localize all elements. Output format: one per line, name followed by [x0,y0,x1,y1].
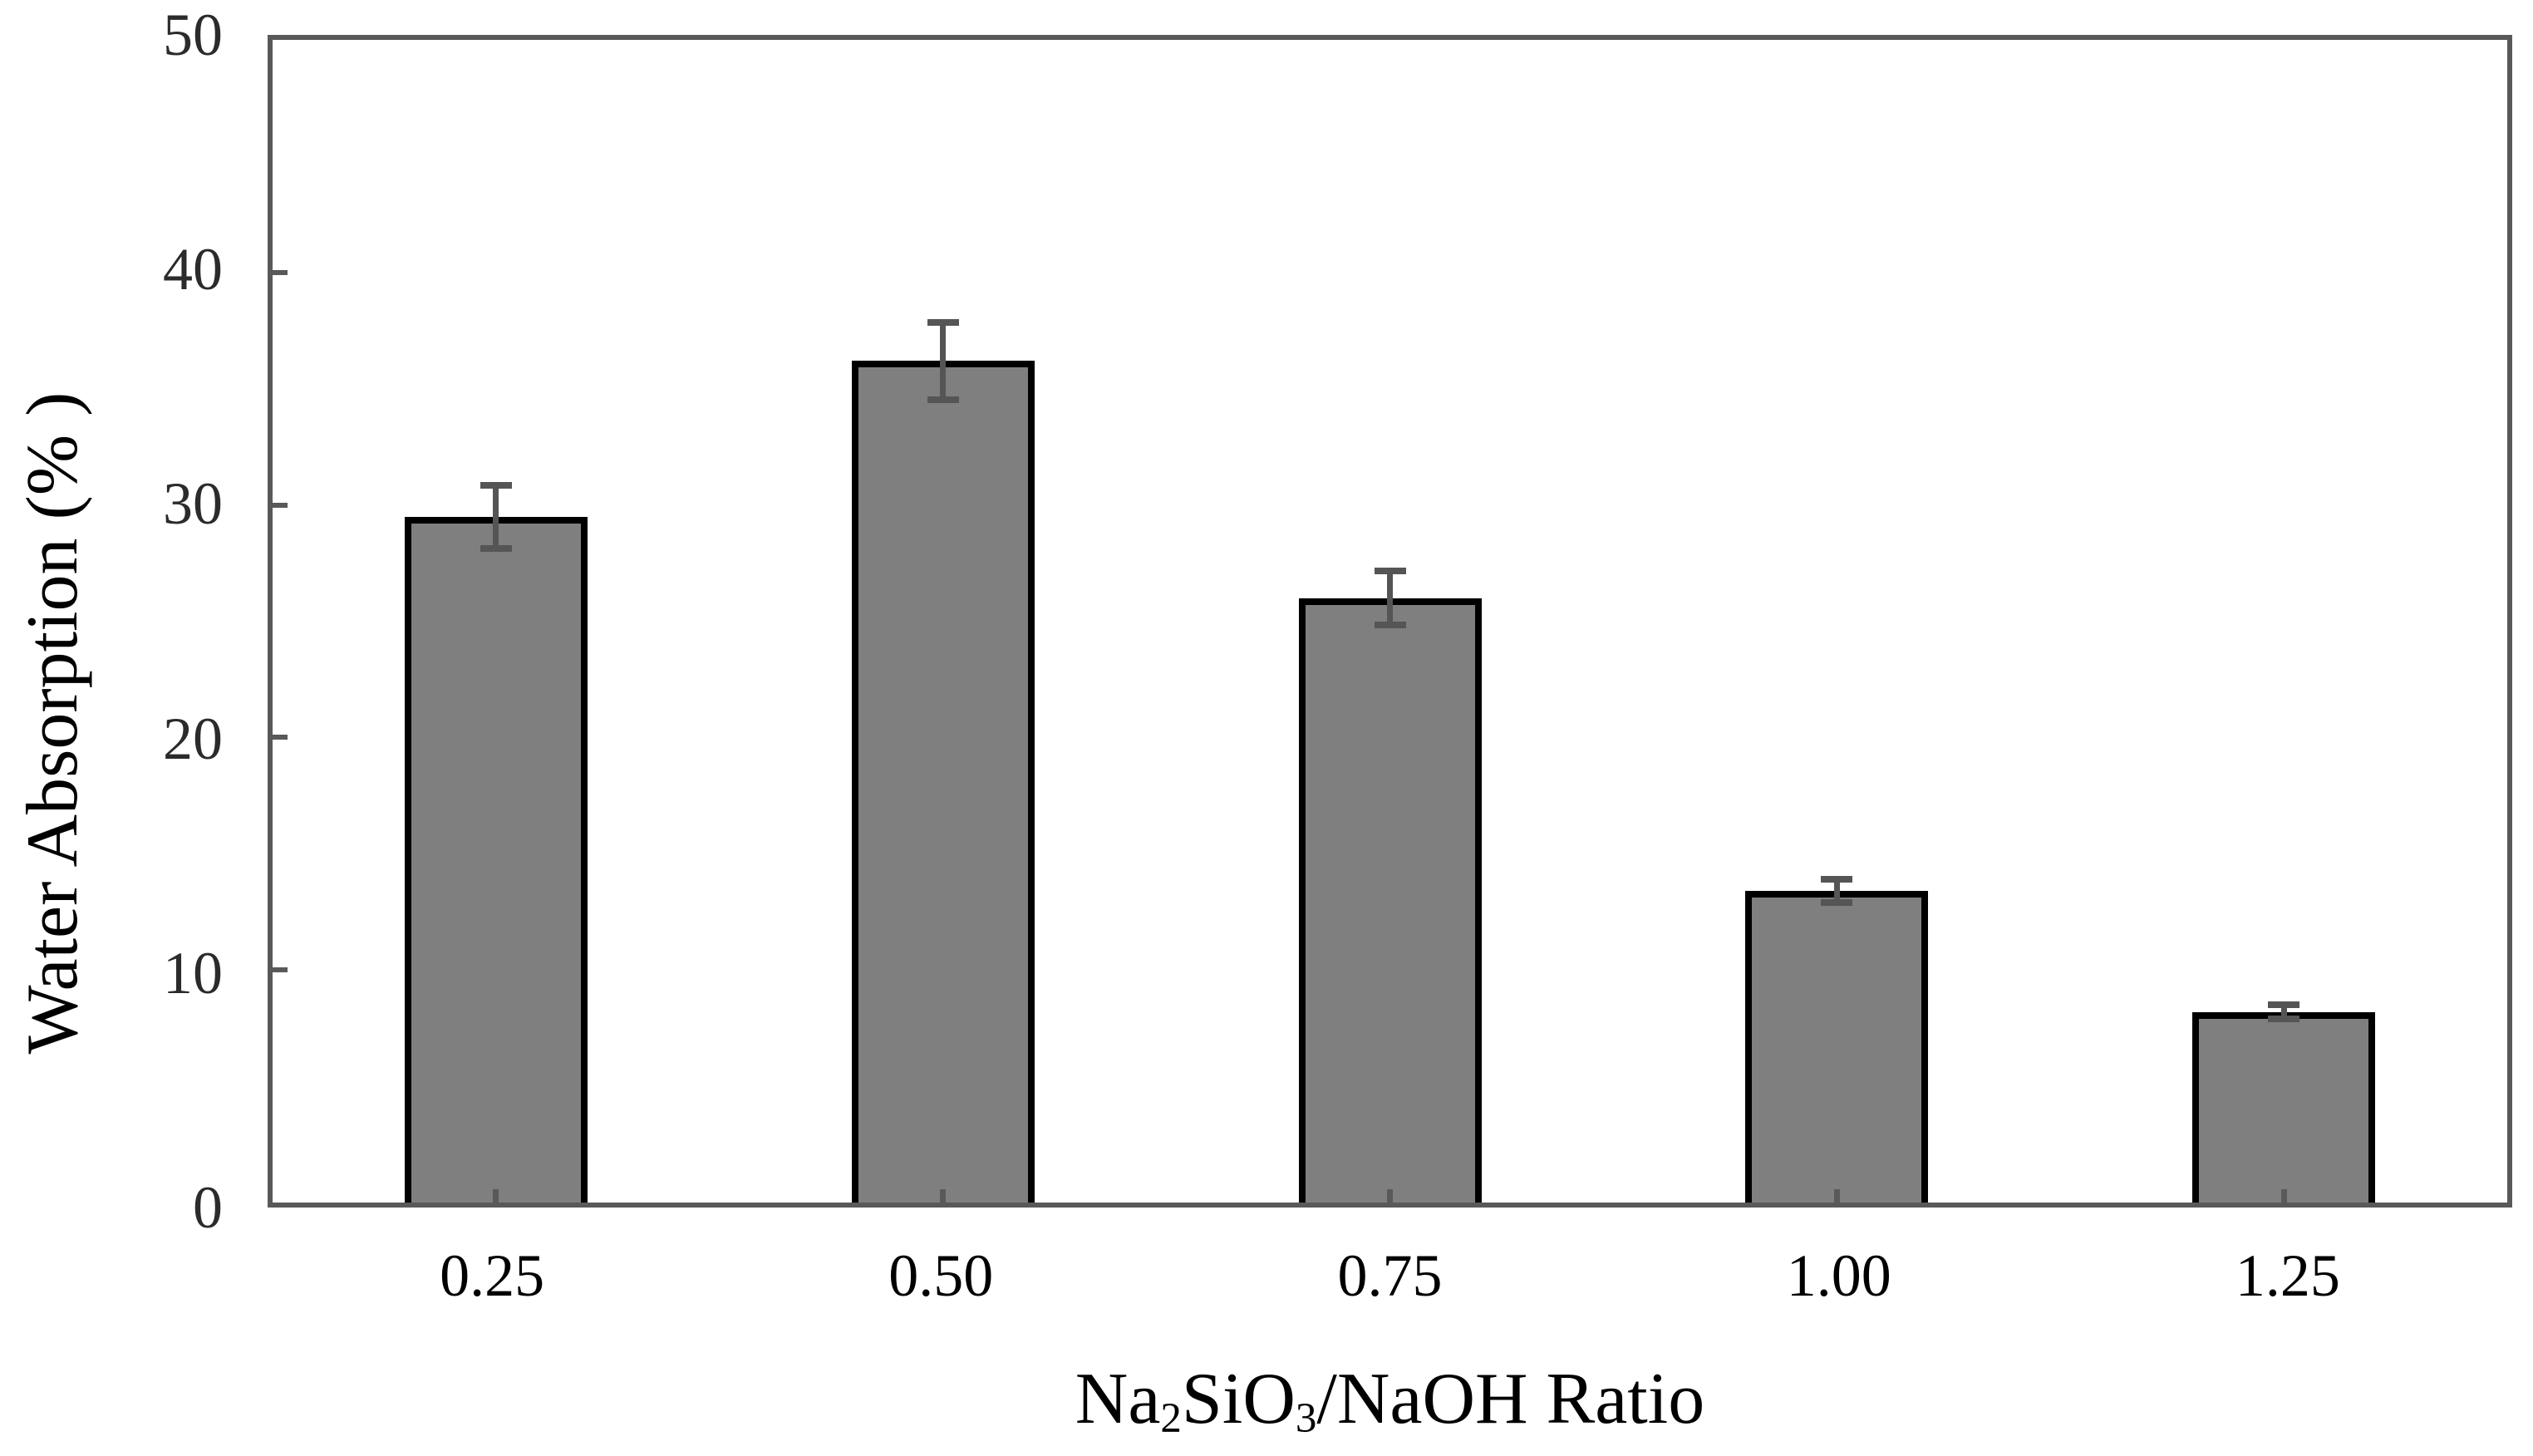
x-tick-label: 0.25 [440,1242,545,1309]
y-tick-label: 50 [163,2,223,68]
y-tick-label: 30 [163,470,223,538]
x-axis-title: Na2SiO3/NaOH Ratio [268,1351,2512,1456]
error-bar-cap-top [1374,568,1406,575]
error-bar-stem [493,481,499,552]
error-bar-cap-bottom [2268,1016,2300,1023]
x-tick-mark [940,1189,947,1203]
error-bar-cap-bottom [1374,621,1406,628]
x-title-subscript: 3 [1295,1395,1317,1443]
y-tick-mark [273,269,288,275]
error-bar [1374,568,1406,628]
error-bar-cap-bottom [927,396,959,403]
x-tick-mark [493,1189,499,1203]
y-tick-label: 10 [163,939,223,1006]
bar [1745,891,1929,1203]
bar [851,361,1035,1203]
error-bar [927,318,959,403]
bar [404,516,588,1203]
plot-area [268,35,2512,1208]
error-bar-stem [1387,568,1393,628]
y-tick-mark [273,502,288,508]
y-tick-label: 0 [193,1174,223,1241]
x-title-subscript: 2 [1160,1395,1182,1443]
error-bar-cap-top [1821,875,1853,883]
x-tick-mark [1387,1189,1393,1203]
x-tick-mark [2280,1189,2287,1203]
error-bar-cap-top [2268,1001,2300,1008]
error-bar [1821,875,1853,907]
error-bar [2268,1001,2300,1023]
x-title-text: /NaOH Ratio [1316,1359,1705,1439]
error-bar-cap-top [927,318,959,326]
y-axis-tick-labels: 0 10 20 30 40 50 [0,5,223,1237]
x-tick-label: 0.50 [888,1242,994,1309]
error-bar-cap-bottom [480,544,512,552]
error-bar [480,481,512,552]
x-tick-mark [1833,1189,1840,1203]
x-title-text: SiO [1181,1359,1296,1439]
bars-layer [273,40,2507,1203]
x-tick-label: 1.00 [1786,1242,1891,1309]
x-tick-label: 1.25 [2235,1242,2340,1309]
bar [1298,598,1482,1203]
x-tick-label: 0.75 [1337,1242,1443,1309]
y-tick-label: 20 [163,705,223,772]
error-bar-cap-bottom [1821,899,1853,907]
y-tick-label: 40 [163,236,223,303]
y-tick-mark [273,735,288,740]
error-bar-stem [1833,875,1840,907]
x-axis-tick-labels: 0.25 0.50 0.75 1.00 1.25 [268,1240,2512,1311]
x-title-text: Na [1075,1359,1161,1439]
error-bar-stem [2280,1001,2287,1023]
bar [2192,1011,2376,1203]
y-tick-mark [273,967,288,973]
x-tick-marks-layer [273,40,2507,1203]
error-bar-stem [940,318,947,403]
error-bar-cap-top [480,481,512,489]
y-tick-marks-layer [273,40,2507,1203]
